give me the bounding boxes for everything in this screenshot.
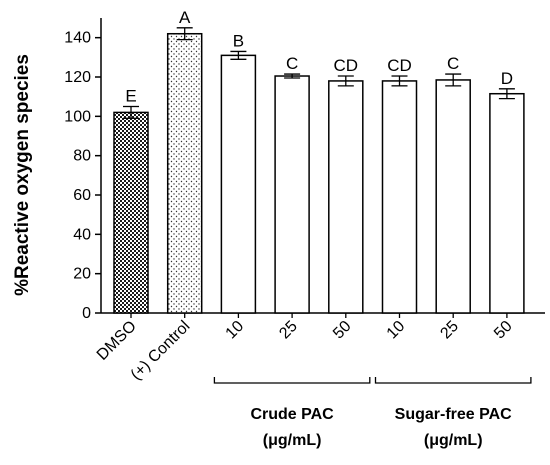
group-unit-label: (μg/mL) (263, 432, 322, 449)
y-tick-label: 80 (73, 148, 91, 165)
error-bar (284, 73, 301, 79)
y-tick-label: 20 (73, 266, 91, 283)
y-tick-label: 60 (73, 187, 91, 204)
error-bar (391, 75, 408, 87)
group-bracket (213, 377, 371, 384)
bar (381, 80, 418, 314)
error-bar (445, 73, 462, 87)
category-label: DMSO (94, 318, 140, 364)
significance-letter: B (233, 31, 244, 50)
category-label: 10 (223, 318, 248, 343)
category-label: 50 (491, 318, 516, 343)
significance-letter: A (179, 8, 191, 27)
category-label: 25 (276, 318, 301, 343)
group-label: Crude PAC (250, 406, 334, 423)
y-tick-label: 100 (64, 108, 91, 125)
error-bar (123, 105, 139, 119)
error-bar (176, 27, 193, 41)
error-bar (230, 50, 247, 60)
bar (274, 75, 310, 314)
bar (220, 54, 257, 314)
bar (113, 111, 149, 314)
error-bar (498, 88, 515, 100)
error-bar (337, 75, 354, 87)
significance-letter: C (286, 54, 298, 73)
bar (435, 79, 471, 314)
y-tick-label: 140 (64, 30, 91, 47)
significance-letter: CD (387, 56, 412, 75)
bar (166, 32, 203, 314)
group-label: Sugar-free PAC (395, 406, 513, 423)
significance-letter: CD (334, 56, 359, 75)
significance-letter: C (447, 54, 459, 73)
bar (328, 80, 364, 314)
y-axis-title: %Reactive oxygen species (12, 54, 33, 296)
group-bracket (374, 377, 532, 384)
y-tick-label: 40 (73, 226, 91, 243)
y-tick-label: 0 (82, 305, 91, 322)
category-label: 10 (384, 318, 409, 343)
significance-letter: E (125, 87, 136, 106)
bar (489, 92, 525, 314)
category-label: 25 (437, 318, 462, 343)
significance-letter: D (501, 69, 513, 88)
y-tick-label: 120 (64, 69, 91, 86)
category-label: 50 (330, 318, 355, 343)
group-unit-label: (μg/mL) (424, 432, 483, 449)
